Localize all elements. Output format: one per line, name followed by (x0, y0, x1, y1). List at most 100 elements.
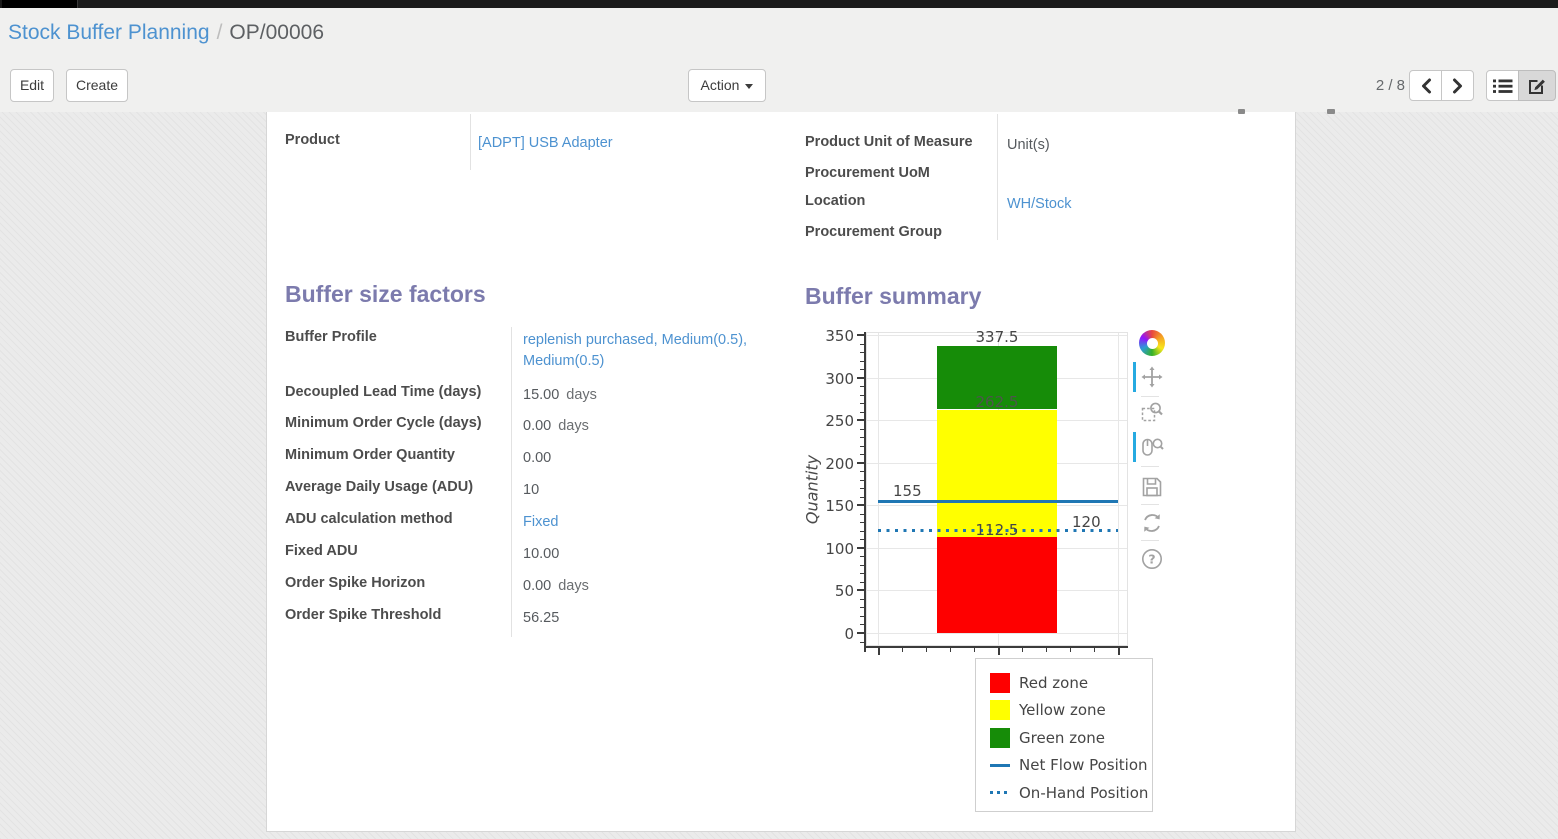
y-minor-tick (860, 607, 864, 609)
y-minor-tick (860, 564, 864, 566)
pan-tool-button[interactable] (1139, 364, 1165, 390)
x-minor-tick (974, 648, 975, 652)
breadcrumb-parent-link[interactable]: Stock Buffer Planning (8, 21, 210, 44)
legend-item-label: Red zone (1019, 673, 1089, 692)
breadcrumb-current: OP/00006 (229, 21, 324, 44)
x-major-tick (878, 648, 880, 655)
field-value-text: 15.00 (523, 387, 560, 403)
field-value: 15.00 days (523, 385, 775, 406)
field-unit: days (566, 387, 597, 403)
pan-icon (1141, 366, 1163, 388)
field-value-link[interactable]: Fixed (523, 514, 559, 530)
bokeh-logo-icon[interactable] (1139, 330, 1165, 356)
box-zoom-tool-button[interactable] (1139, 400, 1165, 426)
list-view-icon (1492, 79, 1512, 93)
field-value: Fixed (523, 512, 775, 533)
legend-item-label: Green zone (1019, 728, 1105, 747)
legend-swatch (990, 672, 1010, 693)
legend-item-label: Net Flow Position (1019, 756, 1148, 775)
form-view-button-active[interactable] (1518, 70, 1556, 101)
y-minor-tick (860, 539, 864, 541)
action-dropdown[interactable]: Action (688, 69, 766, 102)
x-minor-tick (1022, 648, 1023, 652)
y-minor-tick (860, 394, 864, 396)
reset-icon (1144, 514, 1160, 532)
field-value: 56.25 (523, 608, 775, 629)
y-minor-tick (860, 386, 864, 388)
gridline (1118, 333, 1119, 645)
x-axis-line (866, 646, 1128, 648)
zone-green-zone (937, 345, 1057, 410)
y-minor-tick (860, 573, 864, 575)
y-minor-tick (860, 522, 864, 524)
field-value: 0.00 days (523, 416, 775, 437)
list-view-button[interactable] (1486, 70, 1519, 101)
svg-text:?: ? (1148, 552, 1155, 567)
field-value-text: 56.25 (523, 610, 560, 626)
window-top-bar-tab (2, 0, 78, 8)
y-major-tick (857, 589, 864, 592)
reset-tool-button[interactable] (1139, 510, 1165, 536)
legend-item: Red zone (990, 669, 1152, 697)
field-value: WH/Stock (1007, 194, 1287, 215)
section-title-buffer-summary: Buffer summary (805, 283, 982, 309)
y-minor-tick (860, 428, 864, 430)
y-major-tick (857, 546, 864, 549)
form-view-icon (1528, 79, 1545, 94)
wheel-zoom-tool-button[interactable] (1139, 434, 1165, 460)
y-minor-tick (860, 513, 864, 515)
save-tool-button[interactable] (1139, 474, 1165, 500)
field-value: Unit(s) (1007, 135, 1287, 156)
y-minor-tick (860, 641, 864, 643)
legend-swatch (990, 700, 1010, 721)
field-value-link[interactable]: [ADPT] USB Adapter (478, 135, 613, 151)
y-minor-tick (860, 445, 864, 447)
field-value-link[interactable]: WH/Stock (1007, 196, 1072, 212)
toolbar-divider (1141, 540, 1159, 541)
gridline (867, 633, 1127, 634)
breadcrumb: Stock Buffer Planning / OP/00006 (8, 21, 324, 45)
field-value: replenish purchased, Medium(0.5), Medium… (523, 330, 775, 372)
net-flow-position-line (878, 499, 1118, 503)
save-icon (1142, 477, 1162, 497)
legend-item: Green zone (990, 724, 1152, 752)
help-icon: ? (1142, 549, 1162, 569)
field-label: Location (805, 193, 866, 209)
field-value-link[interactable]: replenish purchased, Medium(0.5), Medium… (523, 332, 748, 369)
edit-button[interactable]: Edit (10, 69, 54, 102)
field-separator (511, 327, 512, 637)
control-panel: Stock Buffer Planning / OP/00006 Edit Crea… (0, 8, 1558, 113)
zone-boundary-label: 337.5 (975, 327, 1019, 346)
active-tool-indicator (1133, 362, 1136, 392)
y-major-tick (857, 376, 864, 379)
on-hand-position-line (878, 529, 1118, 533)
pager-next-button[interactable] (1441, 70, 1474, 101)
field-separator (997, 114, 998, 240)
y-tick-label: 150 (825, 497, 854, 516)
y-minor-tick (860, 352, 864, 354)
field-value: 0.00 days (523, 576, 775, 597)
y-minor-tick (860, 343, 864, 345)
clipped-text-fragment (1327, 109, 1335, 114)
gridline (867, 335, 1127, 336)
y-minor-tick (860, 581, 864, 583)
y-major-tick (857, 504, 864, 507)
field-label: Fixed ADU (285, 543, 358, 559)
x-major-tick (1118, 648, 1120, 655)
y-axis-label: Quantity (802, 454, 822, 525)
legend-swatch (990, 791, 1010, 795)
x-minor-tick (1094, 648, 1095, 652)
x-minor-tick (1070, 648, 1071, 652)
toolbar-divider (1141, 396, 1159, 397)
gridline (878, 333, 879, 645)
caret-down-icon (745, 83, 754, 89)
y-tick-label: 250 (825, 412, 854, 431)
help-tool-button[interactable]: ? (1139, 546, 1165, 572)
y-minor-tick (860, 615, 864, 617)
pager-prev-button[interactable] (1409, 70, 1442, 101)
chevron-left-icon (1421, 78, 1431, 93)
create-button[interactable]: Create (66, 69, 128, 102)
field-value: [ADPT] USB Adapter (478, 133, 798, 154)
field-label: Product Unit of Measure (805, 134, 973, 150)
legend-item-label: On-Hand Position (1019, 783, 1149, 802)
